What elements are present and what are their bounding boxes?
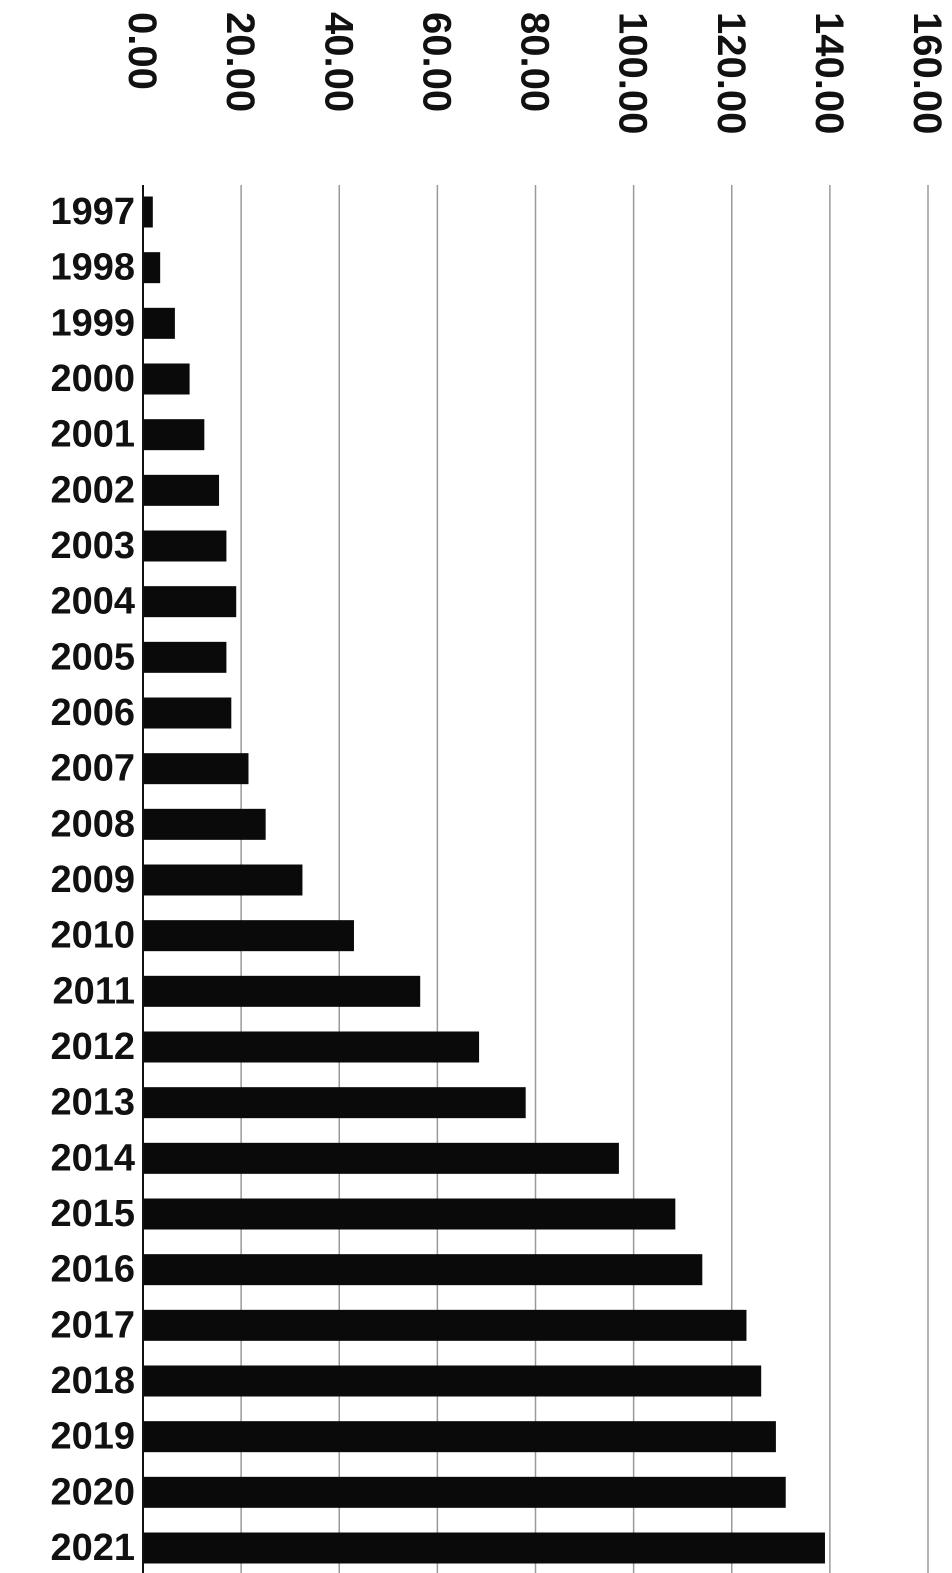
bar-2008 [143,808,266,840]
category-label-1998: 1998 [50,247,135,289]
bar-2010 [143,920,354,952]
x-tick-label: 160.00 [905,12,949,134]
y-axis-category-labels: 1997 1998 1999 2000 2001 2002 2003 2004 2005 2006… [50,191,135,1569]
category-label-2002: 2002 [50,469,135,511]
bar-2013 [143,1087,526,1119]
x-tick-label: 80.00 [513,12,557,112]
category-label-2016: 2016 [50,1249,135,1291]
category-label-2005: 2005 [50,636,135,678]
category-label-2011: 2011 [53,970,135,1012]
x-tick-label: 60.00 [414,12,458,112]
x-axis-tick-labels: 0.00 20.00 40.00 60.00 80.00 100.00 120.00 140.… [120,12,949,134]
bar-2020 [143,1476,786,1508]
bar-2021 [143,1532,825,1564]
category-label-2001: 2001 [50,414,135,456]
bar-2012 [143,1031,480,1063]
category-label-2013: 2013 [50,1082,135,1124]
bar-1998 [143,252,161,284]
bars [143,196,825,1564]
category-label-2000: 2000 [50,358,135,400]
x-tick-label: 140.00 [807,12,851,134]
x-tick-label: 120.00 [709,12,753,134]
category-label-2006: 2006 [50,692,135,734]
category-label-1999: 1999 [50,302,135,344]
category-label-2019: 2019 [50,1416,135,1458]
category-label-2010: 2010 [50,915,135,957]
bar-2003 [143,530,227,562]
category-label-2012: 2012 [50,1026,135,1068]
bar-2004 [143,586,237,618]
bar-2016 [143,1254,703,1286]
bar-2015 [143,1198,676,1230]
bar-2011 [143,975,421,1007]
category-label-2018: 2018 [50,1360,135,1402]
category-label-2003: 2003 [50,525,135,567]
bar-2002 [143,474,220,506]
bar-2007 [143,753,249,785]
bar-2006 [143,697,232,729]
bar-2009 [143,864,303,896]
category-label-2017: 2017 [50,1304,135,1346]
category-label-2009: 2009 [50,859,135,901]
category-label-2008: 2008 [50,803,135,845]
bar-2019 [143,1421,776,1453]
category-label-2021: 2021 [50,1527,135,1569]
bar-2018 [143,1365,762,1397]
category-label-2014: 2014 [50,1137,135,1179]
category-label-2020: 2020 [50,1471,135,1513]
bar-2000 [143,363,190,395]
bar-1999 [143,307,175,339]
x-tick-label: 0.00 [120,12,164,90]
bar-2001 [143,419,205,451]
bar-2014 [143,1142,619,1174]
x-tick-label: 100.00 [611,12,655,134]
category-label-2004: 2004 [50,581,135,623]
grid-lines [240,185,929,1573]
x-tick-label: 20.00 [218,12,262,112]
category-label-2007: 2007 [50,748,135,790]
bar-1997 [143,196,153,228]
x-tick-label: 40.00 [316,12,360,112]
category-label-1997: 1997 [50,191,135,233]
bar-2017 [143,1309,747,1341]
category-label-2015: 2015 [50,1193,135,1235]
bar-2005 [143,641,227,673]
